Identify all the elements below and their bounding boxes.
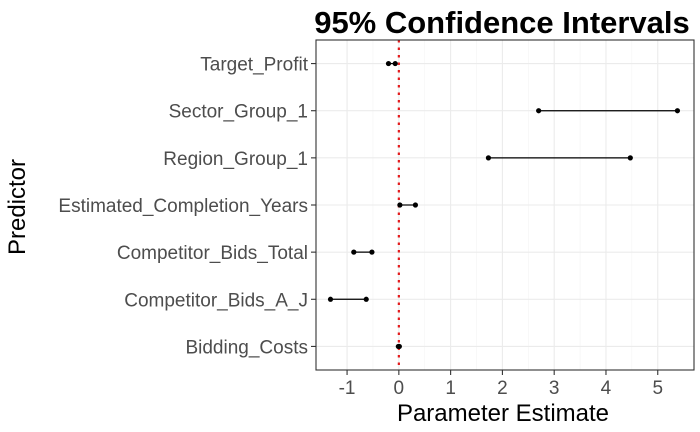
y-tick-label: Target_Profit <box>200 55 308 76</box>
ci-lower-point <box>385 60 392 67</box>
y-tick-label: Competitor_Bids_A_J <box>124 290 308 311</box>
y-tick-label: Estimated_Completion_Years <box>58 196 308 217</box>
y-tick-label: Competitor_Bids_Total <box>117 243 308 264</box>
interval-layer <box>327 60 681 350</box>
ci-upper-point <box>396 343 402 350</box>
y-axis-title: Predictor <box>4 159 31 255</box>
x-tick-label: 0 <box>394 378 405 399</box>
x-tick-label: 1 <box>445 378 456 399</box>
chart-title: 95% Confidence Intervals <box>314 5 690 40</box>
ci-upper-point <box>363 296 369 302</box>
grid-lines <box>316 40 694 370</box>
x-tick-label: -1 <box>339 378 356 399</box>
ci-upper-point <box>392 60 398 67</box>
y-tick-label: Bidding_Costs <box>185 337 308 358</box>
x-axis-title: Parameter Estimate <box>397 400 609 427</box>
ci-lower-point <box>536 108 542 114</box>
ci-upper-point <box>674 108 681 114</box>
ci-lower-point <box>327 296 334 302</box>
x-tick-label: 4 <box>601 378 612 399</box>
x-tick-label: 2 <box>497 378 508 399</box>
ci-lower-point <box>397 202 403 208</box>
y-tick-label: Sector_Group_1 <box>169 102 308 123</box>
ci-upper-point <box>369 249 375 255</box>
y-tick-label: Region_Group_1 <box>163 149 308 170</box>
ci-lower-point <box>351 249 357 255</box>
ci-upper-point <box>412 202 419 208</box>
x-tick-label: 3 <box>549 378 560 399</box>
axes: -1 0 1 2 3 4 5 Target_Profit Sector_Group_1 Regio… <box>58 55 663 399</box>
x-tick-label: 5 <box>652 378 663 399</box>
ci-lower-point <box>485 155 492 161</box>
ci-upper-point <box>627 155 633 161</box>
